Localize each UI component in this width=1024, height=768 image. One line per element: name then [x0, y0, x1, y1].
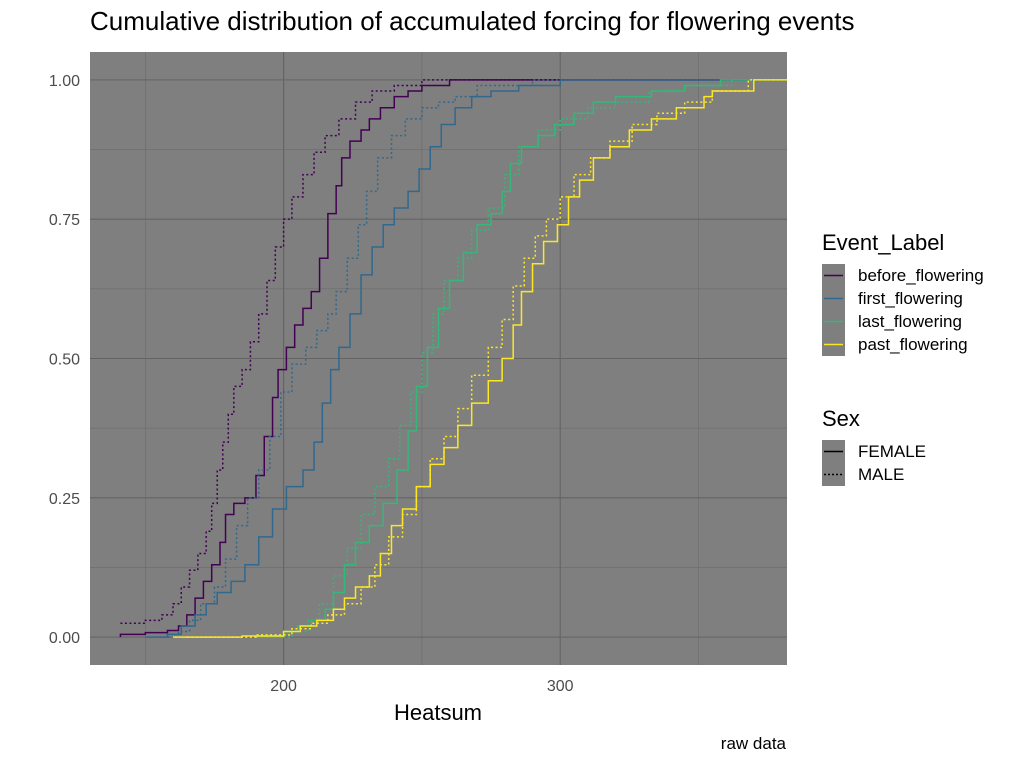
y-tick-label: 0.75: [49, 212, 80, 229]
y-tick-label: 0.50: [49, 352, 80, 369]
chart-title: Cumulative distribution of accumulated f…: [90, 6, 855, 36]
x-axis-label: Heatsum: [394, 700, 482, 725]
legend-label: last_flowering: [858, 311, 962, 331]
legend-title-sex: Sex: [822, 406, 860, 431]
legend-key: [822, 440, 845, 463]
legend-item-male: MALE: [822, 463, 926, 486]
legend-label: first_flowering: [858, 288, 963, 308]
x-tick-label: 300: [547, 678, 574, 695]
legend-item-before-flowering: before_flowering: [822, 264, 984, 287]
legend-item-last-flowering: last_flowering: [822, 310, 984, 333]
legend-key: [822, 287, 845, 310]
series-line-first-flowering-female: [145, 79, 787, 638]
legend-key: [822, 463, 845, 486]
chart-caption: raw data: [720, 734, 786, 753]
legend-label: MALE: [858, 464, 905, 484]
legend-key: [822, 310, 845, 333]
legend-label: before_flowering: [858, 265, 984, 285]
series-line-last-flowering-male: [269, 79, 787, 638]
legend-event-label: Event_Label before_flowering first_flower…: [822, 230, 984, 356]
legend-item-female: FEMALE: [822, 440, 926, 463]
legend-label: FEMALE: [858, 441, 927, 461]
legend-item-past-flowering: past_flowering: [822, 333, 984, 356]
legend-sex: Sex FEMALE MALE: [822, 406, 926, 486]
x-axis-tick-labels: 200 300: [270, 678, 573, 695]
series-lines: [119, 79, 787, 638]
legend-item-first-flowering: first_flowering: [822, 287, 984, 310]
y-tick-label: 0.25: [49, 491, 80, 508]
legend-key: [822, 333, 845, 356]
y-axis-tick-labels: 0.00 0.25 0.50 0.75 1.00: [49, 73, 80, 647]
series-line-past-flowering-female: [172, 79, 787, 638]
x-tick-label: 200: [270, 678, 297, 695]
series-line-before-flowering-female: [119, 79, 787, 638]
major-gridlines: [90, 52, 787, 665]
series-line-first-flowering-male: [159, 79, 787, 638]
y-tick-label: 1.00: [49, 73, 80, 90]
series-line-past-flowering-male: [186, 79, 787, 638]
legend-key: [822, 264, 845, 287]
y-tick-label: 0.00: [49, 630, 80, 647]
series-line-before-flowering-male: [120, 79, 787, 624]
legend-title-event-label: Event_Label: [822, 230, 945, 255]
legend-label: past_flowering: [858, 334, 968, 354]
